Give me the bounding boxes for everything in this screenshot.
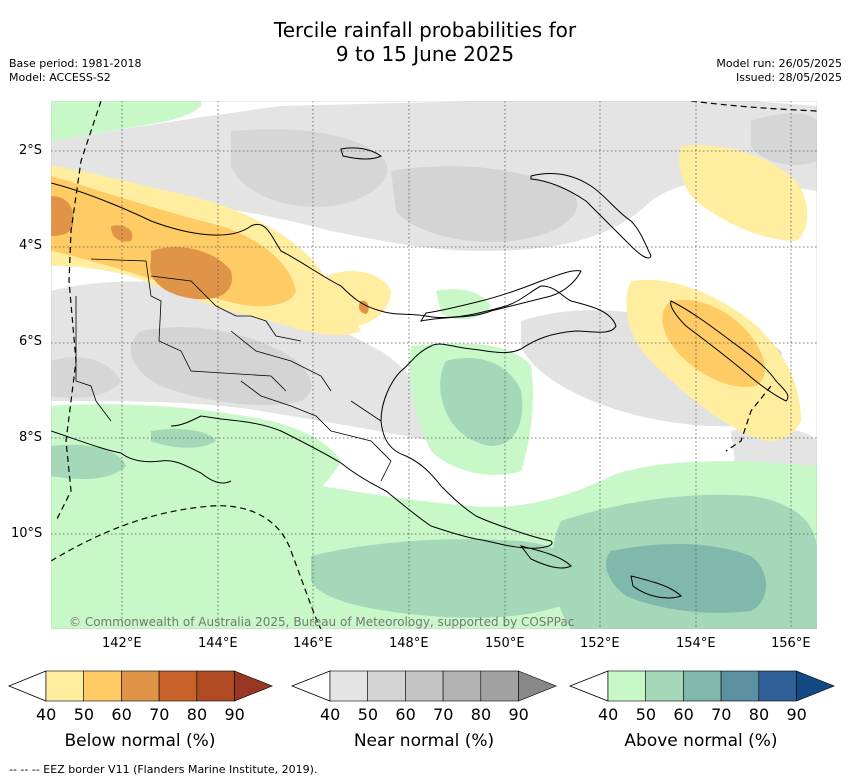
colorbar-below-swatch xyxy=(121,670,160,702)
colorbar-below-swatch xyxy=(196,670,235,702)
colorbar-above-swatch xyxy=(645,670,684,702)
colorbar-above-swatch xyxy=(683,670,722,702)
colorbar-near-lower-extension xyxy=(290,670,331,702)
colorbar-above-normal xyxy=(568,670,836,702)
colorbar-below-swatch xyxy=(83,670,122,702)
lat-label-6s: 6°S xyxy=(19,334,43,349)
colorbar-below-tick: 60 xyxy=(111,705,132,724)
colorbar-below-tick: 40 xyxy=(36,705,57,724)
colorbars xyxy=(7,670,836,702)
colorbar-label-near: Near normal (%) xyxy=(353,731,495,751)
colorbar-near-swatch xyxy=(329,670,369,702)
colorbar-below-lower-extension xyxy=(7,670,47,702)
lat-label-10s: 10°S xyxy=(11,526,43,541)
colorbar-near-tick: 90 xyxy=(508,705,529,724)
colorbar-near-tick: 70 xyxy=(433,705,454,724)
colorbar-near-swatch xyxy=(442,670,482,702)
colorbar-above-tick: 80 xyxy=(748,705,770,724)
lon-label-144e: 144°E xyxy=(198,636,238,651)
lon-label-142e: 142°E xyxy=(102,636,142,651)
colorbar-above-tick: 60 xyxy=(673,705,694,724)
colorbar-above-swatch xyxy=(758,670,797,702)
colorbar-near-swatch xyxy=(405,670,444,702)
colorbar-above-tick: 70 xyxy=(711,705,732,724)
colorbar-below-tick: 90 xyxy=(224,705,245,724)
colorbar-above-swatch xyxy=(796,670,836,702)
eez-borders xyxy=(51,101,817,629)
lon-label-148e: 148°E xyxy=(389,636,429,651)
colorbar-below-swatch xyxy=(234,670,274,702)
eez-border-northeast xyxy=(690,101,817,112)
colorbar-below-swatch xyxy=(158,670,198,702)
lon-label-146e: 146°E xyxy=(293,636,333,651)
model-run: Model run: 26/05/2025 xyxy=(716,57,842,70)
new-ireland-coast xyxy=(530,172,652,259)
colorbar-near-tick: 60 xyxy=(395,705,416,724)
above-normal-regions xyxy=(51,101,817,629)
probability-map: © Commonwealth of Australia 2025, Bureau… xyxy=(51,101,817,629)
colorbar-label-below: Below normal (%) xyxy=(64,731,216,751)
eez-border-east xyxy=(725,385,772,452)
colorbar-above-lower-extension xyxy=(568,670,609,702)
below-normal-regions xyxy=(51,145,808,441)
colorbar-below-tick: 80 xyxy=(186,705,208,724)
eez-footnote: -- -- -- EEZ border V11 (Flanders Marine… xyxy=(9,763,318,776)
colorbar-below-tick: 50 xyxy=(73,705,95,724)
lat-label-8s: 8°S xyxy=(19,430,43,445)
manus-coast xyxy=(340,147,382,160)
southern-coast xyxy=(51,430,232,484)
lon-label-156e: 156°E xyxy=(771,636,811,651)
issued-date: Issued: 28/05/2025 xyxy=(735,71,842,84)
copyright-text: © Commonwealth of Australia 2025, Bureau… xyxy=(69,615,574,629)
eez-border-south xyxy=(51,505,322,629)
title-line-1: Tercile rainfall probabilities for xyxy=(273,18,577,42)
title-line-2: 9 to 15 June 2025 xyxy=(335,42,515,66)
colorbar-near-swatch xyxy=(518,670,558,702)
colorbar-near-tick: 80 xyxy=(470,705,492,724)
colorbar-label-above: Above normal (%) xyxy=(624,731,778,751)
new-guinea-coast xyxy=(51,182,617,549)
coastlines xyxy=(51,147,789,599)
colorbar-near-swatch xyxy=(367,670,406,702)
colorbar-above-tick: 40 xyxy=(598,705,619,724)
colorbar-below-swatch xyxy=(45,670,85,702)
bougainville-coast xyxy=(670,300,789,402)
lon-label-150e: 150°E xyxy=(485,636,525,651)
eez-border-west xyxy=(55,101,102,522)
model-name: Model: ACCESS-S2 xyxy=(9,71,111,84)
colorbar-above-tick: 90 xyxy=(786,705,807,724)
colorbar-below-tick: 70 xyxy=(149,705,170,724)
islands-southeast xyxy=(519,545,682,599)
colorbar-above-swatch xyxy=(720,670,760,702)
run-info: Model run: 26/05/2025 Issued: 28/05/2025 xyxy=(716,57,842,85)
lon-label-154e: 154°E xyxy=(676,636,716,651)
new-britain-coast xyxy=(419,270,582,322)
lon-label-152e: 152°E xyxy=(580,636,620,651)
lat-label-2s: 2°S xyxy=(19,143,43,158)
colorbar-near-normal xyxy=(290,670,558,702)
colorbar-above-tick: 50 xyxy=(635,705,657,724)
colorbar-near-swatch xyxy=(480,670,519,702)
colorbar-below-normal xyxy=(7,670,274,702)
graticule xyxy=(51,101,817,629)
colorbar-near-tick: 50 xyxy=(357,705,379,724)
province-borders xyxy=(75,258,392,482)
colorbar-above-swatch xyxy=(607,670,647,702)
model-info: Base period: 1981-2018 Model: ACCESS-S2 xyxy=(9,57,141,85)
lat-label-4s: 4°S xyxy=(19,238,43,253)
base-period: Base period: 1981-2018 xyxy=(9,57,142,70)
colorbar-near-tick: 40 xyxy=(320,705,341,724)
map-title: Tercile rainfall probabilities for 9 to … xyxy=(0,18,850,66)
